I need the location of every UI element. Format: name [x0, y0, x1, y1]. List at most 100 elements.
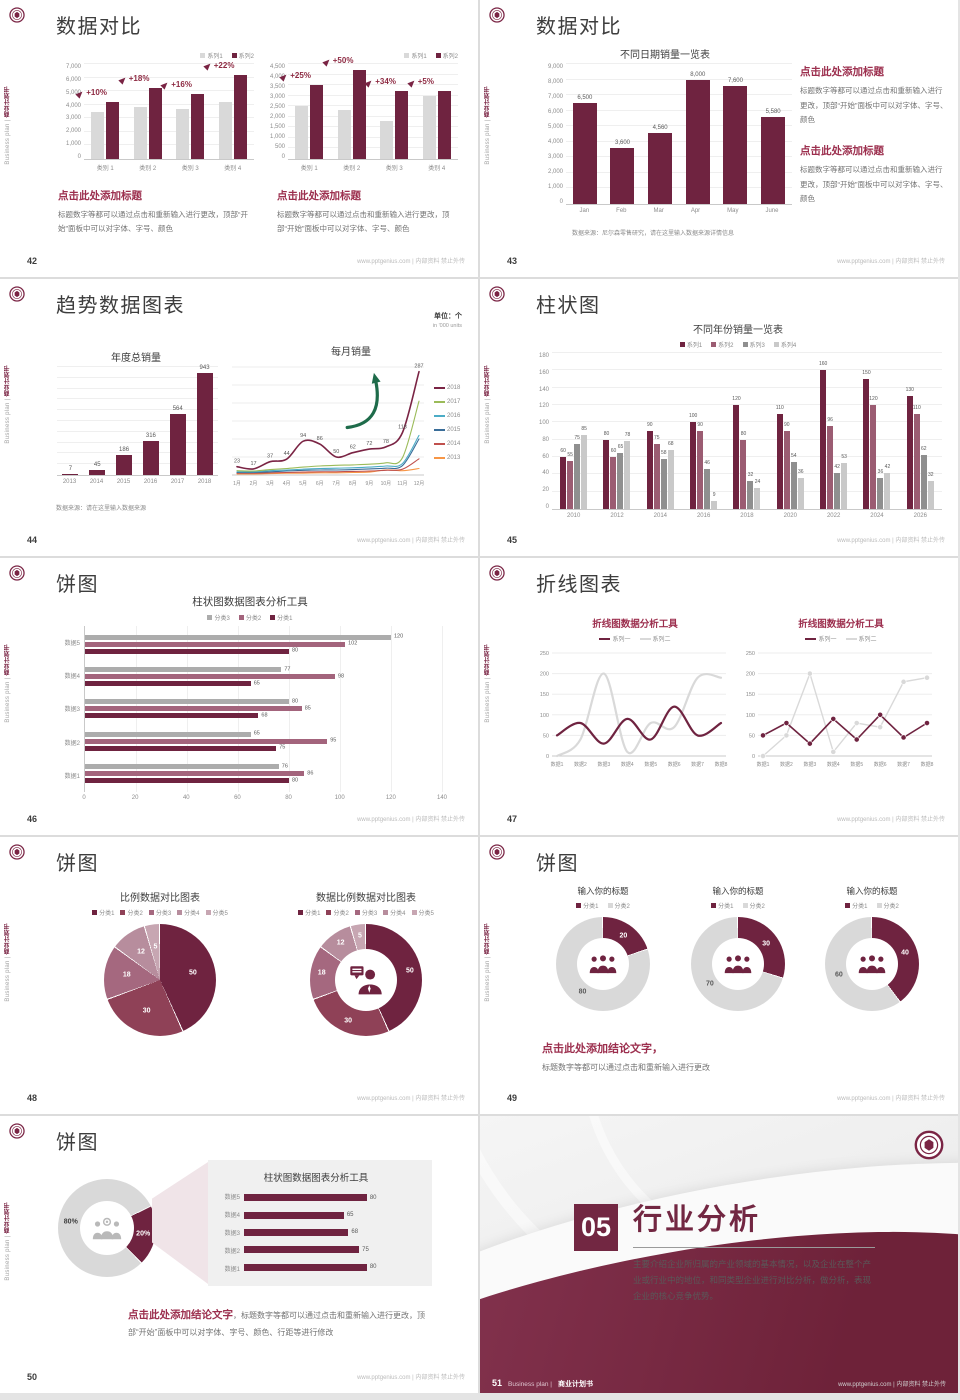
page-number: 42 [27, 256, 38, 266]
svg-text:50: 50 [543, 733, 549, 739]
block-body: 标题数字等都可以通过点击和重新输入进行更改，顶部“开始”面板中可以对字体、字号、… [58, 210, 248, 233]
bar-chart-monthly-sales: 不同日期销量一览表 9,000 8,000 7,000 6,000 5,000 4,000 3… [538, 46, 792, 214]
legend-item: 系列二 [845, 634, 877, 643]
slide-title: 趋势数据图表 [56, 295, 185, 317]
slide-title: 饼图 [56, 853, 99, 875]
percent-up-arrow-icon: +16% [160, 78, 192, 91]
svg-text:数据2: 数据2 [574, 761, 587, 768]
university-emblem-icon [9, 1123, 25, 1139]
slide-44: Business plan | 商业计划书 趋势数据图表 单位：个 in '00… [0, 279, 478, 556]
svg-text:数据6: 数据6 [874, 761, 887, 768]
svg-text:78: 78 [383, 439, 389, 445]
percent-up-arrow-icon: +50% [322, 55, 353, 67]
svg-text:150: 150 [746, 692, 755, 698]
footer-text: www.pptgenius.com | 内部资料 禁止外传 [837, 538, 945, 544]
slide-49: Business plan | 商业计划书 饼图 输入你的标题 分类1 分类2 20 8… [480, 837, 958, 1114]
people-group-icon [588, 954, 618, 974]
block-body: 标题数字等都可以通过点击和重新输入进行更改，顶部“开始”面板中可以对字体、字号、… [277, 210, 450, 233]
legend-item: 分类1 [298, 908, 320, 917]
legend-item: 系列一 [599, 634, 631, 643]
line-chart-monthly-sales: 每月销量 1月 2月 3月 4月 5月 6月 7月 8月 9月 10月 11月 12月 23 17 37 44 9… [232, 347, 461, 487]
svg-text:23: 23 [234, 459, 240, 465]
svg-text:9月: 9月 [365, 481, 373, 487]
university-emblem-icon [9, 7, 25, 23]
university-emblem-icon [9, 844, 25, 860]
svg-text:150: 150 [540, 692, 549, 698]
slide-title: 柱状图 [536, 295, 601, 317]
businessman-speech-icon [347, 963, 385, 996]
svg-text:数据1: 数据1 [757, 761, 770, 768]
conclusion-heading: 点击此处添加结论文字， [542, 1043, 663, 1055]
legend-item: 分类2 [120, 908, 143, 917]
svg-text:50: 50 [749, 733, 755, 739]
text-block: 点击此处添加标题 标题数字等都可以通过点击和重新输入进行更改，顶部“开始”面板中… [277, 188, 465, 235]
unit-note: 单位：个 in '000 units [432, 313, 462, 329]
page-number: 51 [492, 1377, 503, 1388]
svg-text:250: 250 [746, 651, 755, 657]
page-number: 45 [507, 535, 518, 545]
conclusion-body: ，标题数字等都可以通过点击和重新输入进行更改，顶部“开始”面板中可以对字体、字号… [128, 1311, 425, 1338]
svg-text:86: 86 [317, 436, 323, 442]
text-block: 点击此处添加标题 标题数字等都可以通过点击和重新输入进行更改，顶部“开始”面板中… [800, 143, 948, 207]
svg-text:1月: 1月 [233, 481, 241, 487]
footer-text: www.pptgenius.com | 内部资料 禁止外传 [837, 817, 945, 823]
svg-text:7月: 7月 [332, 481, 340, 487]
people-group-icon [857, 954, 887, 974]
page-number: 47 [507, 814, 518, 824]
svg-text:0: 0 [546, 754, 549, 760]
legend-item: 分类4 [383, 908, 406, 917]
sidebar-vertical-text: Business plan | 商业计划书 [5, 365, 11, 444]
svg-text:11月: 11月 [397, 481, 407, 487]
legend-item: 系列1 [679, 340, 702, 349]
slide-title: 数据对比 [56, 16, 142, 38]
section-header: 行业分析 主要介绍企业所归属的产业领域的基本情况，以及企业在整个产业或行业中的地… [633, 1196, 883, 1304]
slide-47: Business plan | 商业计划书 折线图表 折线图数据分析工具 系列一系… [480, 558, 958, 835]
legend-item: 系列1 [200, 51, 223, 60]
svg-text:3月: 3月 [266, 481, 274, 487]
horizontal-bar-chart: 柱状图数据图表分析工具 分类3 分类2 分类1 数据5 数据4 数据3 数据2 数据1 120 10… [64, 596, 448, 801]
footer-text: www.pptgenius.com | 内部资料 禁止外传 [357, 817, 465, 823]
sidebar-vertical-text: Business plan | 商业计划书 [485, 365, 491, 444]
slide-42: Business plan | 商业计划书 数据对比 系列1 系列2 7,000 6,… [0, 0, 478, 277]
page-number: 48 [27, 1093, 38, 1103]
percent-up-arrow-icon: +18% [118, 73, 149, 85]
legend-item: 分类2 [326, 908, 349, 917]
text-block: 点击此处添加标题 标题数字等都可以通过点击和重新输入进行更改，顶部“开始”面板中… [800, 64, 948, 128]
footer-text: www.pptgenius.com | 内部资料 禁止外传 [357, 538, 465, 544]
legend-item: 2018 [434, 385, 460, 391]
legend-item: 系列2 [711, 340, 734, 349]
svg-text:数据5: 数据5 [644, 761, 657, 768]
svg-text:200: 200 [746, 672, 755, 678]
svg-text:6月: 6月 [316, 481, 324, 487]
svg-text:数据3: 数据3 [803, 761, 816, 768]
donut-chart: 数据比例数据对比图表 分类1 分类2 分类3 分类4 分类5 50 30 18 12 5 [270, 889, 462, 1067]
slide-title: 折线图表 [536, 574, 622, 596]
sidebar-vertical-text: Business plan | 商业计划书 [5, 923, 11, 1002]
slide-51: 05 行业分析 主要介绍企业所归属的产业领域的基本情况，以及企业在整个产业或行业… [480, 1116, 958, 1393]
legend-item: 分类3 [207, 613, 230, 622]
legend-item: 2017 [434, 399, 460, 405]
legend-item: 分类1 [270, 613, 293, 622]
percent-up-arrow-icon: +10% [75, 86, 107, 99]
svg-text:数据1: 数据1 [551, 761, 564, 768]
svg-text:数据7: 数据7 [897, 761, 910, 768]
svg-text:287: 287 [414, 364, 423, 370]
data-source-note: 数据来源：尼尔森零售研究，请在这里输入数据来源详情信息 [572, 231, 735, 237]
legend-item: 2016 [434, 413, 460, 419]
svg-text:8月: 8月 [349, 481, 357, 487]
footer-text: www.pptgenius.com | 内部资料 禁止外传 [837, 259, 945, 265]
svg-text:100: 100 [540, 713, 549, 719]
divider-footer: 51 Business plan | 商业计划书 www.pptgenius.com… [492, 1377, 946, 1388]
trend-up-arrow-icon [345, 372, 381, 430]
svg-text:数据5: 数据5 [850, 761, 863, 768]
bar-chart-comparison-left: 系列1 系列2 7,000 6,000 5,000 4,000 3,000 2,000 1,00… [58, 50, 254, 172]
svg-text:数据6: 数据6 [668, 761, 681, 768]
line-chart-smooth: 折线图数据分析工具 系列一 系列二 0 50 100 150 200 250 数据1 数据2 数据3 数… [539, 619, 728, 768]
svg-text:44: 44 [284, 451, 290, 457]
divider-line [633, 1247, 875, 1248]
conclusion-heading: 点击此处添加结论文字 [128, 1309, 233, 1321]
section-title: 行业分析 [633, 1204, 762, 1236]
legend-item: 分类4 [177, 908, 200, 917]
detail-panel: 柱状图数据图表分析工具 数据5 数据4 数据3 数据2 数据1 80 65 68 75 80 [208, 1160, 432, 1286]
